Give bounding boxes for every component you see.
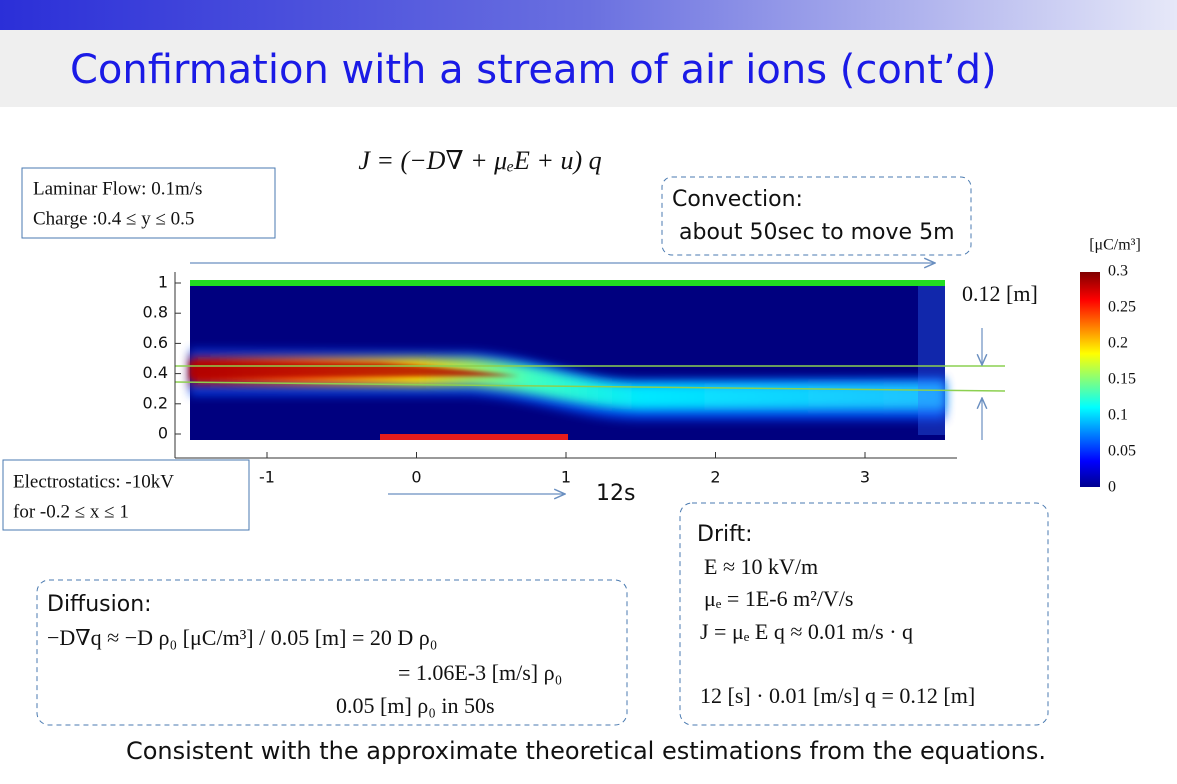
convection-line: about 50sec to move 5m: [679, 220, 955, 245]
drift-line: Drift:: [697, 522, 753, 547]
equation: J = (−D∇ + μₑE + u) q: [358, 146, 601, 175]
time-label: 12s: [596, 481, 635, 506]
colorbar-tick-label: 0.1: [1108, 407, 1128, 424]
colorbar-tick-label: 0.15: [1108, 371, 1136, 388]
drift-line: 12 [s] · 0.01 [m/s] q = 0.12 [m]: [700, 683, 975, 708]
colorbar-unit: [μC/m³]: [1089, 237, 1141, 254]
colorbar-tick-label: 0.2: [1108, 335, 1128, 352]
convection-line: Convection:: [672, 187, 803, 212]
heatmap: [190, 280, 945, 440]
x-tick-label: -1: [259, 468, 275, 487]
y-tick-label: 0.4: [143, 363, 168, 382]
colorbar: [1080, 272, 1100, 487]
diffusion-line: 0.05 [m] ρ₀ in 50s: [336, 693, 495, 718]
slide-title: Confirmation with a stream of air ions (…: [70, 47, 997, 93]
drift-line: E ≈ 10 kV/m: [704, 554, 818, 579]
convection-box: [661, 176, 972, 256]
top-bar: [0, 0, 1177, 30]
x-tick-label: 0: [411, 468, 421, 487]
drift-box: [679, 502, 1049, 726]
diffusion-line: = 1.06E-3 [m/s] ρ₀: [398, 660, 562, 685]
laminar-line: Laminar Flow: 0.1m/s: [33, 178, 202, 199]
bottom-electrode: [380, 434, 568, 440]
y-tick-label: 0: [158, 424, 168, 443]
colorbar-ticks: 0.3 0.25 0.2 0.15 0.1 0.05 0: [1108, 263, 1136, 496]
colorbar-tick-label: 0.3: [1108, 263, 1128, 280]
laminar-box: [21, 167, 276, 239]
electrostatics-line: for -0.2 ≤ x ≤ 1: [13, 501, 129, 522]
diffusion-line: −D∇q ≈ −D ρ₀ [μC/m³] / 0.05 [m] = 20 D ρ…: [47, 625, 437, 650]
colorbar-tick-label: 0: [1108, 479, 1116, 496]
laminar-line: Charge :0.4 ≤ y ≤ 0.5: [33, 208, 194, 229]
electrostatics-box: [2, 459, 250, 531]
diffusion-line: Diffusion:: [47, 592, 152, 617]
electrostatics-line: Electrostatics: -10kV: [13, 471, 174, 492]
x-tick-label: 2: [710, 468, 720, 487]
diffusion-box: [36, 579, 628, 726]
title-band: [0, 30, 1177, 107]
drift-line: μₑ = 1E-6 m²/V/s: [704, 586, 854, 611]
y-tick-label: 0.6: [143, 333, 168, 352]
height-label: 0.12 [m]: [962, 281, 1038, 306]
x-tick-label: 3: [860, 468, 870, 487]
y-tick-label: 0.8: [143, 303, 168, 322]
colorbar-tick-label: 0.05: [1108, 443, 1136, 460]
y-tick-label: 1: [158, 273, 168, 292]
x-tick-label: 1: [561, 468, 571, 487]
guide-line: [174, 381, 1006, 392]
edge-noise: [918, 285, 945, 435]
drift-line: J = μₑ E q ≈ 0.01 m/s · q: [700, 619, 913, 644]
top-electrode: [190, 280, 945, 286]
ticks: -1 0 1 2 3 1 0.8 0.6 0.4 0.2 0: [143, 273, 871, 487]
conclusion: Consistent with the approximate theoreti…: [126, 737, 1046, 765]
colorbar-tick-label: 0.25: [1108, 299, 1136, 316]
y-tick-label: 0.2: [143, 393, 168, 412]
